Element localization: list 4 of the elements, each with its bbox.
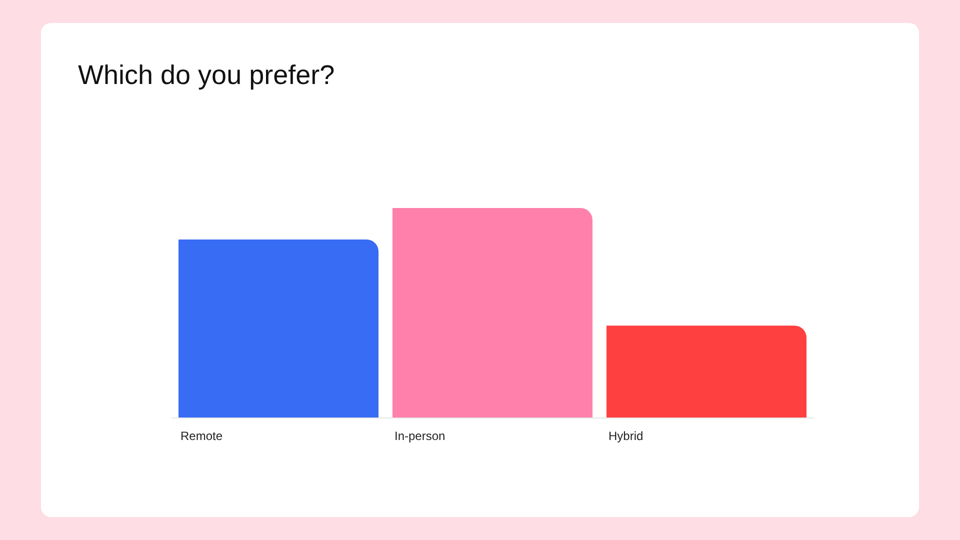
x-tick-label: In-person: [394, 429, 446, 443]
chart-title: Which do you prefer?: [78, 60, 335, 91]
x-tick-label: Remote: [180, 429, 223, 443]
x-tick-label: Hybrid: [608, 429, 644, 443]
